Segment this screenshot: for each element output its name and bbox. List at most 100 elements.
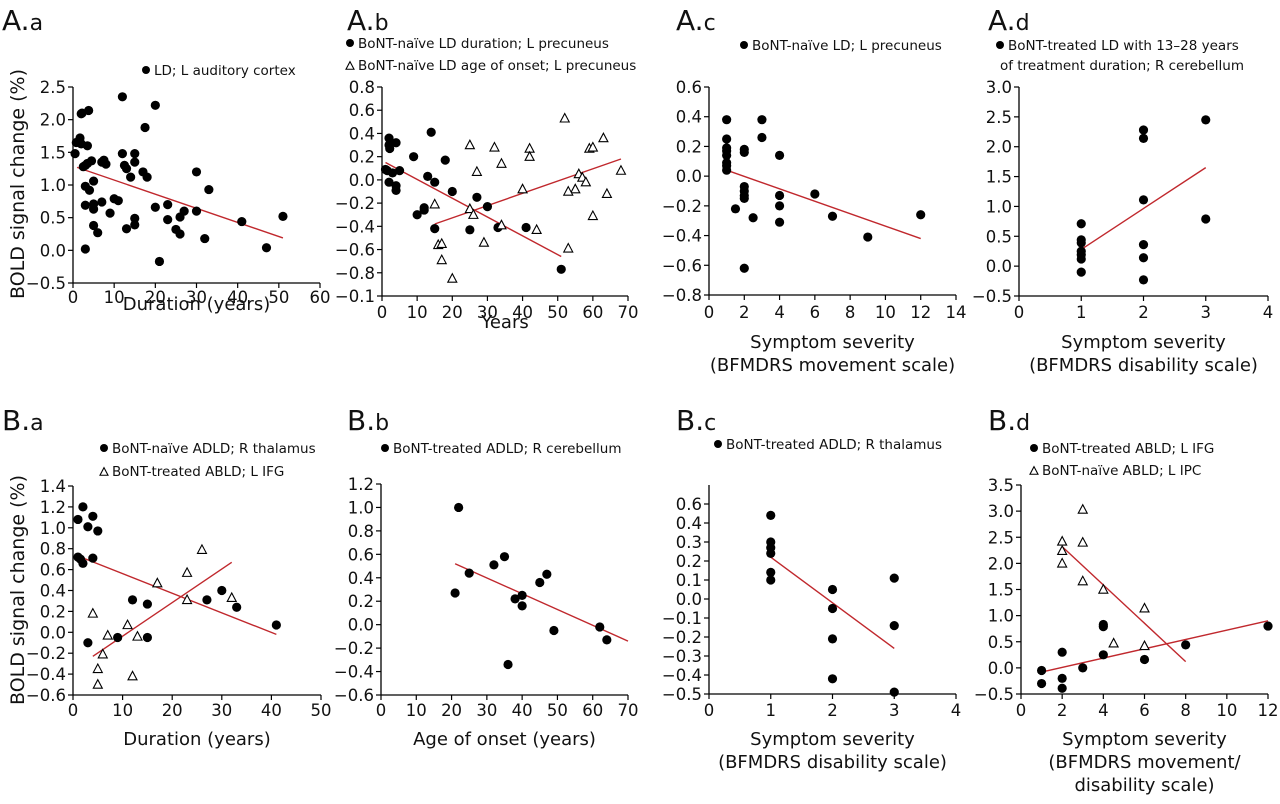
panel-aa: A.a −0.5 0.0 0.5 1.0 1.5 2.0 2.5 0 10 20 30 40 50 60 Du… bbox=[2, 4, 331, 315]
data-point bbox=[261, 243, 272, 253]
x-tick-label: 10 bbox=[407, 303, 428, 322]
x-tick-label: 10 bbox=[1216, 701, 1237, 720]
data-point bbox=[1138, 240, 1149, 250]
data-point bbox=[739, 263, 749, 273]
x-tick-label: 8 bbox=[845, 303, 856, 322]
panel-dot: . bbox=[1007, 404, 1016, 437]
data-point bbox=[774, 190, 785, 201]
regression-line bbox=[76, 166, 284, 239]
data-point bbox=[1098, 621, 1108, 632]
x-tick-label: 0 bbox=[704, 701, 715, 720]
data-point bbox=[503, 659, 513, 670]
data-point bbox=[889, 687, 899, 697]
data-point-triangle bbox=[1056, 557, 1068, 568]
series-circles bbox=[70, 92, 288, 267]
panel-sub-letter: b bbox=[375, 411, 389, 436]
panel-sub-letter: a bbox=[30, 411, 43, 436]
regression-line bbox=[77, 555, 277, 636]
y-tick-label: 2.0 bbox=[986, 138, 1012, 157]
panel-dot: . bbox=[366, 4, 375, 37]
data-point bbox=[774, 217, 785, 227]
x-tick-label: 10 bbox=[875, 303, 896, 322]
data-point bbox=[499, 552, 510, 562]
y-tick-label: 0.5 bbox=[40, 209, 66, 228]
x-tick-label: 30 bbox=[211, 701, 232, 720]
x-tick-label: 12 bbox=[910, 303, 931, 322]
panel-sub-letter: d bbox=[1016, 11, 1030, 36]
data-point bbox=[82, 141, 93, 151]
data-point bbox=[472, 192, 482, 202]
data-point bbox=[163, 200, 173, 210]
data-point bbox=[142, 632, 152, 643]
y-tick-label: −0.2 bbox=[662, 197, 702, 216]
y-tick-label: 0.6 bbox=[349, 101, 375, 120]
data-point bbox=[86, 156, 97, 166]
x-tick-label: 60 bbox=[582, 303, 603, 322]
y-tick-label: −0.3 bbox=[662, 647, 702, 666]
data-point-triangle bbox=[226, 591, 238, 603]
x-tick-label: 0 bbox=[377, 303, 388, 322]
data-point-triangle bbox=[1077, 536, 1089, 547]
x-axis-title: (BFMDRS movement/ bbox=[1048, 752, 1241, 773]
y-tick-label: 3.0 bbox=[988, 502, 1014, 521]
data-point bbox=[1138, 125, 1149, 135]
x-tick-label: 14 bbox=[946, 303, 967, 322]
data-point bbox=[827, 603, 838, 614]
panel-title: A.a bbox=[2, 4, 43, 37]
panel-sub-letter: a bbox=[30, 11, 43, 36]
panel-sub-letter: d bbox=[1016, 411, 1030, 436]
data-point bbox=[232, 602, 242, 612]
data-point bbox=[1139, 654, 1150, 665]
y-tick-label: 2.0 bbox=[988, 554, 1014, 573]
panel-sub-letter: c bbox=[704, 11, 716, 36]
data-point bbox=[1057, 647, 1067, 657]
y-tick-label: −0.4 bbox=[334, 663, 374, 682]
legend-label: BoNT-treated ABLD; L IFG bbox=[1042, 441, 1214, 457]
data-point bbox=[84, 105, 94, 116]
data-point bbox=[93, 526, 103, 536]
x-tick-label: 8 bbox=[1180, 701, 1191, 720]
x-tick-label: 0 bbox=[68, 288, 79, 307]
y-tick-label: 0.4 bbox=[348, 569, 374, 588]
data-point bbox=[1098, 650, 1108, 660]
data-point-triangle bbox=[496, 219, 507, 230]
data-point-triangle bbox=[1097, 583, 1109, 594]
panel-title: A.c bbox=[676, 4, 716, 37]
series-triangles bbox=[1056, 503, 1150, 651]
y-tick-label: 0.4 bbox=[349, 124, 375, 143]
data-point bbox=[88, 553, 98, 563]
data-point bbox=[454, 502, 464, 513]
data-point-triangle bbox=[181, 566, 193, 577]
data-point bbox=[409, 152, 419, 162]
data-point bbox=[278, 211, 288, 221]
data-point bbox=[88, 204, 99, 214]
x-tick-label: 0 bbox=[704, 303, 715, 322]
x-tick-label: 50 bbox=[547, 701, 568, 720]
legend-circle-marker-icon bbox=[100, 444, 108, 452]
data-point-triangle bbox=[429, 198, 441, 209]
data-point-triangle bbox=[127, 670, 138, 681]
data-point-triangle bbox=[559, 112, 571, 123]
data-point-triangle bbox=[580, 176, 592, 187]
data-point bbox=[412, 210, 422, 220]
x-tick-label: 4 bbox=[1263, 303, 1274, 322]
series-circles bbox=[450, 502, 612, 670]
data-point bbox=[83, 638, 93, 648]
data-point bbox=[142, 599, 152, 609]
data-point-triangle bbox=[587, 209, 599, 221]
data-point bbox=[423, 171, 433, 182]
y-tick-label: 1.0 bbox=[988, 607, 1014, 626]
y-tick-label: 0.0 bbox=[988, 659, 1014, 678]
data-point bbox=[447, 186, 457, 197]
y-tick-label: −0.4 bbox=[335, 217, 375, 236]
data-point bbox=[521, 222, 531, 233]
data-point bbox=[430, 224, 440, 234]
series-circles bbox=[1036, 619, 1273, 693]
legend-label: BoNT-naïve ADLD; R thalamus bbox=[112, 441, 316, 457]
data-point bbox=[595, 622, 605, 632]
data-point bbox=[130, 157, 140, 167]
y-tick-label: 1.2 bbox=[348, 475, 374, 494]
data-point-triangle bbox=[587, 141, 599, 152]
data-point bbox=[827, 674, 838, 684]
data-point-triangle bbox=[436, 253, 448, 265]
